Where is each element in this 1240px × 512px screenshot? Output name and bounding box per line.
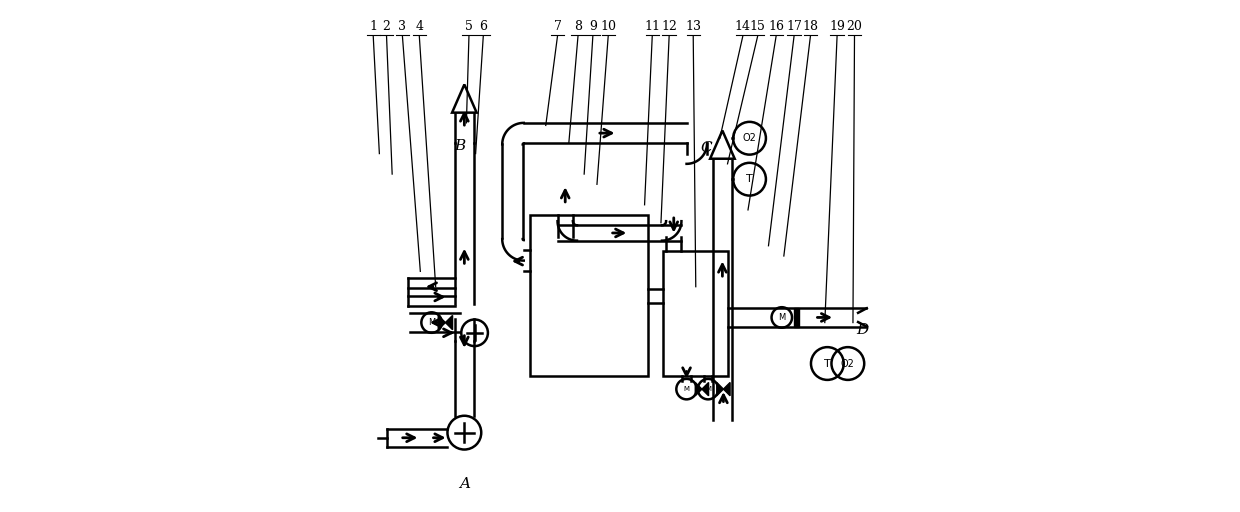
Text: M: M [779,313,785,322]
Polygon shape [794,308,800,327]
Polygon shape [696,382,702,396]
Polygon shape [717,382,723,396]
Text: 11: 11 [645,20,660,33]
Text: C: C [701,141,712,156]
Text: 20: 20 [847,20,863,33]
Text: T: T [746,174,753,184]
Text: 15: 15 [750,20,765,33]
Text: B: B [455,139,466,153]
Polygon shape [445,315,453,330]
Polygon shape [438,315,445,330]
Text: 13: 13 [686,20,701,33]
Text: O2: O2 [743,133,756,143]
Text: M: M [706,386,711,392]
Polygon shape [723,382,730,396]
Text: 1: 1 [370,20,377,33]
Text: 17: 17 [786,20,802,33]
Text: 10: 10 [600,20,616,33]
Text: 4: 4 [415,20,423,33]
Text: 16: 16 [768,20,784,33]
Text: M: M [428,318,435,327]
Bar [663,251,728,376]
Text: 8: 8 [574,20,582,33]
Bar [531,215,649,376]
Text: 7: 7 [553,20,562,33]
Text: 5: 5 [465,20,472,33]
Text: D: D [857,323,869,337]
Text: 6: 6 [480,20,487,33]
Text: 14: 14 [735,20,751,33]
Text: A: A [459,477,470,491]
Text: 18: 18 [802,20,818,33]
Text: 12: 12 [661,20,677,33]
Text: T: T [825,358,831,369]
Text: 3: 3 [398,20,407,33]
Polygon shape [702,382,708,396]
Text: O2: O2 [841,358,854,369]
Text: 9: 9 [589,20,596,33]
Text: M: M [683,386,689,392]
Text: 2: 2 [383,20,391,33]
Text: 19: 19 [830,20,844,33]
